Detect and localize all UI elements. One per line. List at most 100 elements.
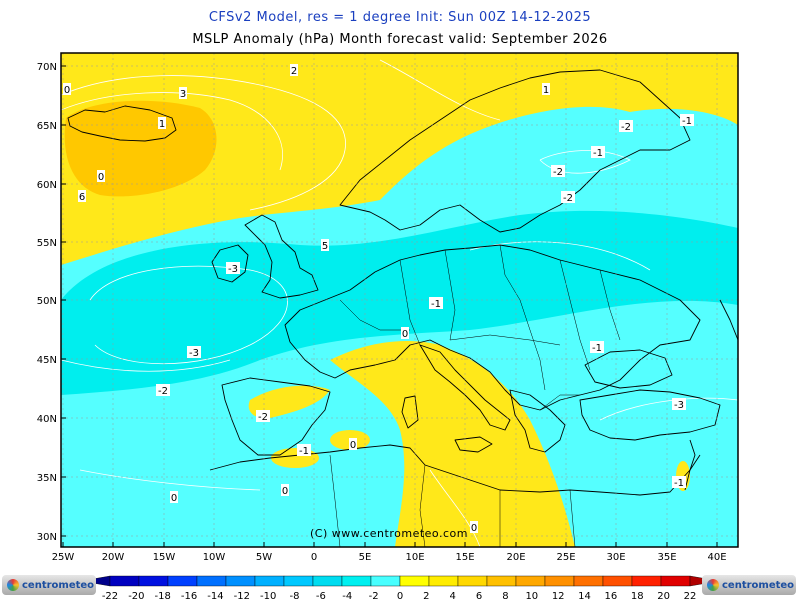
colorbar-swatch	[486, 575, 517, 587]
lat-tick-label: 50N	[37, 296, 57, 307]
contour-label-bg	[158, 117, 166, 129]
colorbar-label: -10	[260, 591, 276, 600]
lat-tick-label: 55N	[37, 238, 57, 249]
contour-label: 5	[322, 241, 328, 252]
contour-line	[61, 75, 346, 211]
colorbar-label: -8	[290, 591, 300, 600]
contour-label: -2	[158, 386, 168, 397]
lon-tick-label: 25W	[52, 552, 75, 563]
contour-line	[429, 469, 481, 547]
colorbar-swatch	[631, 575, 662, 587]
lon-tick-label: 10W	[203, 552, 226, 563]
logo-left: centrometeo	[2, 575, 96, 595]
levant-coast	[684, 439, 696, 491]
border-line	[399, 259, 421, 346]
contour-label-bg	[429, 297, 443, 309]
contour-label-bg	[591, 146, 605, 158]
lon-tick-label: 0	[311, 552, 317, 563]
contour-label-bg	[187, 346, 201, 358]
border-line	[419, 464, 426, 547]
contour-label-bg	[63, 83, 71, 95]
contour-label: 3	[180, 89, 186, 100]
contour-label-bg	[672, 398, 686, 410]
colorbar-swatch	[544, 575, 575, 587]
contour-label-bg	[349, 438, 357, 450]
credit-text: (C) www.centrometeo.com	[310, 527, 468, 540]
colorbar-swatch	[602, 575, 633, 587]
logo-icon	[707, 579, 719, 591]
contour-label: 6	[79, 192, 85, 203]
contour-label-bg	[281, 484, 289, 496]
colorbar-swatch	[370, 575, 401, 587]
contour-label-bg	[156, 384, 170, 396]
contour-label: -1	[674, 478, 684, 489]
colorbar-label: 18	[631, 591, 644, 600]
contour-label: 0	[64, 85, 70, 96]
lon-tick-label: 5E	[359, 552, 372, 563]
colorbar-swatch	[573, 575, 604, 587]
positive-anomaly-north	[61, 53, 738, 265]
positive-anomaly-nw-corner	[61, 229, 110, 255]
border-line	[559, 259, 591, 371]
colorbar-swatch	[283, 575, 314, 587]
contour-label-bg	[97, 170, 105, 182]
colorbar-label: -18	[155, 591, 171, 600]
contour-label-bg	[226, 262, 240, 274]
lon-tick-label: 30E	[606, 552, 625, 563]
border-line	[539, 394, 580, 411]
colorbar-label: -6	[316, 591, 326, 600]
contour-label-bg	[290, 64, 298, 76]
colorbar-label: -14	[207, 591, 223, 600]
colorbar-label: 10	[525, 591, 538, 600]
colorbar-swatch	[515, 575, 546, 587]
logo-icon	[7, 579, 19, 591]
contour-value-labels: 0 3 2 1 0 6 5 -2 -1 -2 -3 -3 -2 -1 0 -1 -2 -3 -2 -1 0 0 0 -1 -1 0…	[63, 64, 694, 534]
contour-label-bg	[297, 444, 311, 456]
contour-line	[61, 359, 231, 372]
border-line	[449, 334, 561, 346]
contour-label: 0	[350, 440, 356, 451]
colorbar-label: 0	[397, 591, 403, 600]
ireland-coast	[211, 244, 249, 283]
lat-tick-label: 35N	[37, 473, 57, 484]
chart-subtitle: MSLP Anomaly (hPa) Month forecast valid:…	[192, 32, 608, 47]
colorbar-label: 6	[476, 591, 482, 600]
colorbar-label: 22	[684, 591, 697, 600]
lat-tick-label: 70N	[37, 62, 57, 73]
lon-tick-label: 15W	[153, 552, 176, 563]
lon-tick-label: 20W	[102, 552, 125, 563]
colorbar-swatch	[399, 575, 430, 587]
contour-label-bg	[321, 239, 329, 251]
colorbar-swatch	[660, 575, 691, 587]
colorbar-swatch	[196, 575, 227, 587]
border-line	[339, 299, 410, 331]
contour-label-bg	[256, 410, 270, 422]
anomaly-field	[61, 53, 738, 547]
logo-text: centrometeo	[722, 579, 795, 591]
contour-label: -2	[553, 167, 563, 178]
colorbar-swatch	[254, 575, 285, 587]
colorbar-swatch	[138, 575, 169, 587]
contour-label-bg	[561, 191, 575, 203]
lon-tick-label: 25E	[556, 552, 575, 563]
contour-label: -2	[258, 412, 268, 423]
lat-tick-label: 40N	[37, 414, 57, 425]
contour-label: -2	[621, 122, 631, 133]
colorbar-label: 16	[605, 591, 618, 600]
negative-anomaly-2hpa-region	[61, 210, 738, 395]
contour-label-bg	[619, 120, 633, 132]
contour-label-bg	[590, 341, 604, 353]
colorbar-label: 12	[552, 591, 565, 600]
logo-right: centrometeo	[702, 575, 796, 595]
turkey-coast	[579, 389, 721, 441]
colorbar-swatch	[167, 575, 198, 587]
colorbar-label: 4	[450, 591, 456, 600]
lon-tick-label: 40E	[707, 552, 726, 563]
contour-label: -3	[189, 348, 199, 359]
colorbar-swatch	[428, 575, 459, 587]
logo-text: centrometeo	[22, 579, 95, 591]
colorbar-label: -16	[181, 591, 197, 600]
border-line	[444, 249, 456, 341]
